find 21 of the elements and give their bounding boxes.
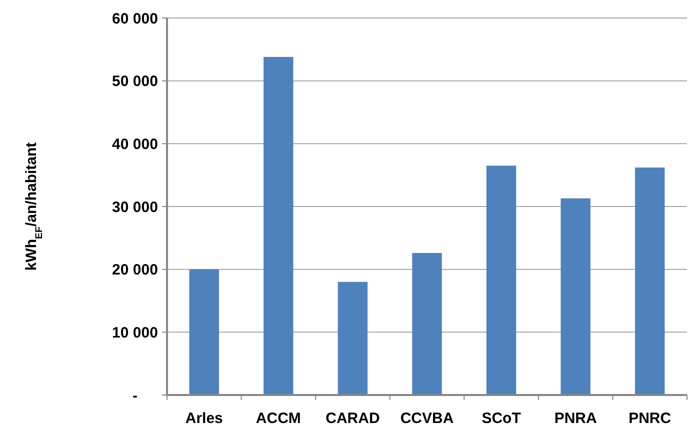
y-tick-label: 20 000 [112,262,158,279]
bar [412,252,442,395]
y-tick-label: 60 000 [112,10,158,28]
bar [560,198,590,395]
y-tick-label: 40 000 [112,136,158,153]
bar [264,56,294,395]
bar [189,269,219,395]
bar [635,168,665,395]
x-tick-label: SCoT [482,410,521,427]
bar [338,282,368,395]
y-tick-label: - [132,387,138,404]
x-tick-label: Arles [185,410,223,427]
x-tick-label: PNRA [554,410,597,427]
bar [486,166,516,395]
y-tick-label: 50 000 [112,73,158,90]
x-tick-label: PNRC [628,410,672,427]
y-tick-label: 10 000 [112,324,158,342]
x-tick-label: ACCM [256,410,301,427]
x-tick-label: CCVBA [400,410,454,427]
x-tick-label: CARAD [326,410,380,427]
y-tick-label: 30 000 [112,198,158,216]
